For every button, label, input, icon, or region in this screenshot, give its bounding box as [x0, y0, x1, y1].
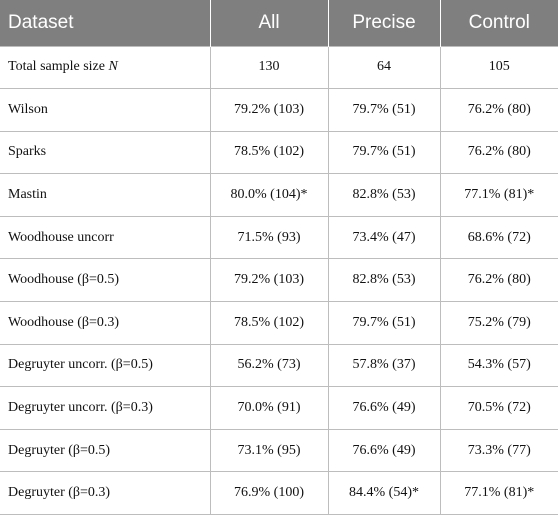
cell-control: 54.3% (57): [439, 343, 558, 388]
row-label-italic: N: [108, 59, 118, 75]
cell-all: 70.0% (91): [209, 386, 329, 430]
row-label: Wilson: [0, 88, 211, 132]
row-label: Woodhouse uncorr: [0, 215, 211, 260]
cell-precise: 64: [327, 45, 441, 90]
cell-precise: 79.7% (51): [327, 301, 441, 345]
table-row: Degruyter (β=0.5) 73.1% (95) 76.6% (49) …: [0, 428, 558, 473]
row-label: Degruyter uncorr. (β=0.3): [0, 386, 211, 430]
cell-precise: 82.8% (53): [327, 173, 441, 217]
table-row: Woodhouse uncorr 71.5% (93) 73.4% (47) 6…: [0, 215, 558, 260]
cell-control: 75.2% (79): [439, 301, 558, 345]
row-label: Sparks: [0, 130, 211, 175]
table-row: Woodhouse (β=0.5) 79.2% (103) 82.8% (53)…: [0, 258, 558, 303]
cell-control: 73.3% (77): [439, 428, 558, 473]
cell-precise: 76.6% (49): [327, 386, 441, 430]
table-row: Sparks 78.5% (102) 79.7% (51) 76.2% (80): [0, 130, 558, 175]
cell-precise: 79.7% (51): [327, 130, 441, 175]
row-label: Woodhouse (β=0.3): [0, 301, 211, 345]
header-dataset: Dataset: [0, 0, 211, 46]
cell-all: 76.9% (100): [209, 471, 329, 515]
cell-control: 77.1% (81)*: [439, 173, 558, 217]
row-label: Total sample size N: [0, 45, 211, 90]
cell-all: 56.2% (73): [209, 343, 329, 388]
cell-all: 79.2% (103): [209, 258, 329, 303]
cell-control: 68.6% (72): [439, 215, 558, 260]
cell-all: 80.0% (104)*: [209, 173, 329, 217]
cell-precise: 79.7% (51): [327, 88, 441, 132]
row-label: Degruyter uncorr. (β=0.5): [0, 343, 211, 388]
table-row: Woodhouse (β=0.3) 78.5% (102) 79.7% (51)…: [0, 301, 558, 345]
table-row: Total sample size N 130 64 105: [0, 45, 558, 90]
table-row: Degruyter uncorr. (β=0.3) 70.0% (91) 76.…: [0, 386, 558, 430]
cell-all: 79.2% (103): [209, 88, 329, 132]
header-row: Dataset All Precise Control: [0, 0, 558, 46]
header-all: All: [210, 0, 329, 46]
cell-control: 76.2% (80): [439, 258, 558, 303]
cell-precise: 84.4% (54)*: [327, 471, 441, 515]
cell-control: 76.2% (80): [439, 130, 558, 175]
row-label: Degruyter (β=0.5): [0, 428, 211, 473]
cell-all: 73.1% (95): [209, 428, 329, 473]
table-row: Degruyter uncorr. (β=0.5) 56.2% (73) 57.…: [0, 343, 558, 388]
cell-precise: 82.8% (53): [327, 258, 441, 303]
table-row: Degruyter (β=0.3) 76.9% (100) 84.4% (54)…: [0, 471, 558, 515]
row-label: Degruyter (β=0.3): [0, 471, 211, 515]
cell-all: 130: [209, 45, 329, 90]
cell-precise: 57.8% (37): [327, 343, 441, 388]
cell-precise: 73.4% (47): [327, 215, 441, 260]
cell-control: 70.5% (72): [439, 386, 558, 430]
table-row: Wilson 79.2% (103) 79.7% (51) 76.2% (80): [0, 88, 558, 132]
table-body: Total sample size N 130 64 105 Wilson 79…: [0, 45, 558, 515]
table-header: Dataset All Precise Control: [0, 0, 558, 46]
header-control: Control: [440, 0, 558, 46]
row-label-text: Total sample size: [8, 59, 109, 75]
cell-all: 78.5% (102): [209, 301, 329, 345]
header-precise: Precise: [328, 0, 441, 46]
cell-control: 76.2% (80): [439, 88, 558, 132]
cell-all: 71.5% (93): [209, 215, 329, 260]
table-row: Mastin 80.0% (104)* 82.8% (53) 77.1% (81…: [0, 173, 558, 217]
cell-control: 77.1% (81)*: [439, 471, 558, 515]
row-label: Mastin: [0, 173, 211, 217]
cell-precise: 76.6% (49): [327, 428, 441, 473]
cell-all: 78.5% (102): [209, 130, 329, 175]
cell-control: 105: [439, 45, 558, 90]
row-label: Woodhouse (β=0.5): [0, 258, 211, 303]
